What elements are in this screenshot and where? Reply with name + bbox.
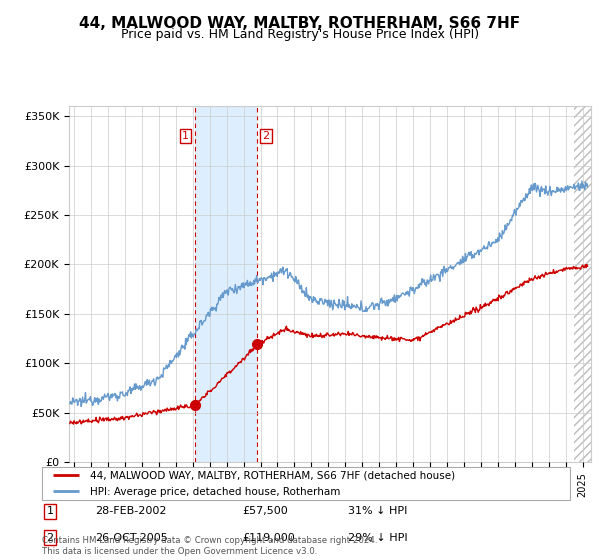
Text: HPI: Average price, detached house, Rotherham: HPI: Average price, detached house, Roth… xyxy=(89,487,340,497)
FancyBboxPatch shape xyxy=(42,467,570,500)
Text: Price paid vs. HM Land Registry's House Price Index (HPI): Price paid vs. HM Land Registry's House … xyxy=(121,28,479,41)
Text: 44, MALWOOD WAY, MALTBY, ROTHERHAM, S66 7HF (detached house): 44, MALWOOD WAY, MALTBY, ROTHERHAM, S66 … xyxy=(89,471,455,481)
Text: 28-FEB-2002: 28-FEB-2002 xyxy=(95,506,166,516)
Bar xyxy=(574,106,591,462)
Text: 31% ↓ HPI: 31% ↓ HPI xyxy=(348,506,407,516)
Text: 1: 1 xyxy=(182,131,189,141)
Text: £119,000: £119,000 xyxy=(242,533,295,543)
Text: 44, MALWOOD WAY, MALTBY, ROTHERHAM, S66 7HF: 44, MALWOOD WAY, MALTBY, ROTHERHAM, S66 … xyxy=(79,16,521,31)
Text: 26-OCT-2005: 26-OCT-2005 xyxy=(95,533,167,543)
Text: 29% ↓ HPI: 29% ↓ HPI xyxy=(348,533,408,543)
Text: 1: 1 xyxy=(46,506,53,516)
Bar xyxy=(196,106,257,462)
Bar xyxy=(574,106,591,462)
Text: 2: 2 xyxy=(46,533,53,543)
Text: 2: 2 xyxy=(262,131,269,141)
Text: £57,500: £57,500 xyxy=(242,506,289,516)
Text: Contains HM Land Registry data © Crown copyright and database right 2024.
This d: Contains HM Land Registry data © Crown c… xyxy=(42,536,377,556)
